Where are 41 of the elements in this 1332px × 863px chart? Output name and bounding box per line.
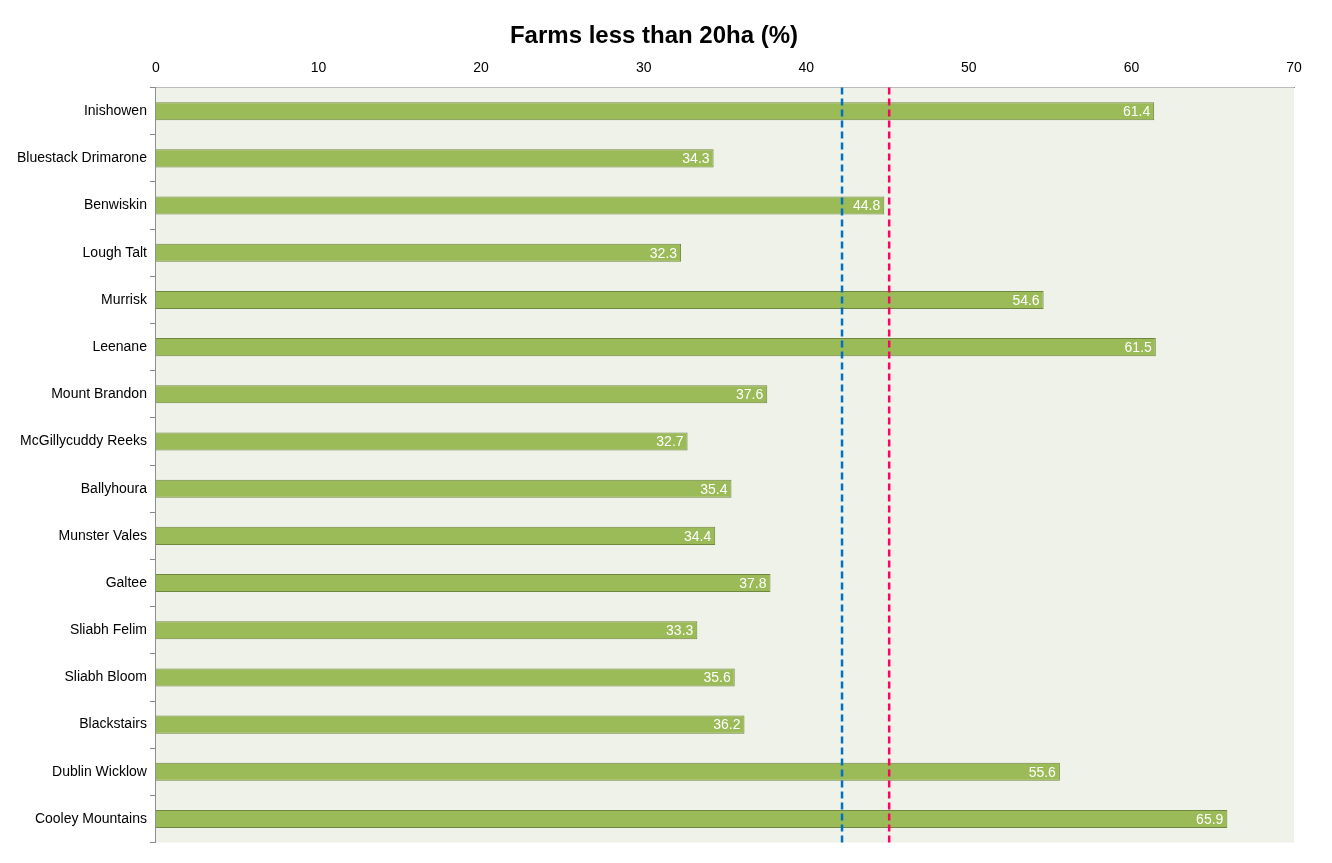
data-label: 36.2 — [713, 716, 741, 733]
y-tick-label: McGillycuddy Reeks — [20, 432, 147, 449]
data-label: 61.5 — [1124, 338, 1153, 355]
y-tick-label: Sliabh Felim — [69, 621, 147, 638]
chart-title: Farms less than 20ha (%) — [509, 21, 799, 49]
y-tick-label: Cooley Mountains — [34, 809, 147, 826]
y-tick-label: Munster Vales — [58, 526, 147, 543]
y-tick-label: Lough Talt — [82, 243, 148, 260]
data-label: 54.6 — [1012, 291, 1040, 308]
data-label: 32.7 — [656, 433, 684, 450]
y-tick-label: Galtee — [105, 573, 148, 590]
x-tick-label: 20 — [473, 59, 490, 76]
y-tick-label: Blackstairs — [79, 715, 147, 732]
y-tick-label: Dublin Wicklow — [52, 762, 148, 779]
data-label: 35.4 — [700, 480, 728, 497]
x-tick-label: 10 — [310, 59, 327, 76]
data-label: 32.3 — [649, 244, 678, 261]
y-tick-label: Murrisk — [101, 290, 148, 307]
x-tick-label: 70 — [1286, 59, 1302, 76]
data-label: 37.6 — [735, 386, 764, 403]
data-label: 61.4 — [1122, 103, 1151, 120]
y-tick-label: Benwiskin — [83, 196, 147, 213]
data-label: 65.9 — [1196, 810, 1224, 827]
x-tick-label: 40 — [798, 59, 815, 76]
data-label: 35.6 — [703, 669, 731, 686]
x-tick-label: 30 — [635, 59, 652, 76]
data-label: 44.8 — [853, 197, 881, 214]
x-tick-label: 50 — [961, 59, 977, 76]
data-label: 34.3 — [682, 150, 710, 167]
x-tick-label: 0 — [152, 59, 161, 76]
data-label: 55.6 — [1028, 763, 1057, 780]
y-tick-label: Mount Brandon — [51, 385, 147, 402]
y-tick-label: Inishowen — [83, 102, 147, 119]
data-label: 37.8 — [739, 574, 767, 591]
y-tick-label: Leenane — [92, 337, 148, 354]
y-tick-label: Bluestack Drimarone — [17, 149, 148, 166]
data-label: 33.3 — [666, 622, 694, 639]
data-label: 34.4 — [683, 527, 712, 544]
y-tick-label: Ballyhoura — [80, 479, 148, 496]
y-tick-label: Sliabh Bloom — [64, 668, 147, 685]
x-tick-label: 60 — [1123, 59, 1140, 76]
